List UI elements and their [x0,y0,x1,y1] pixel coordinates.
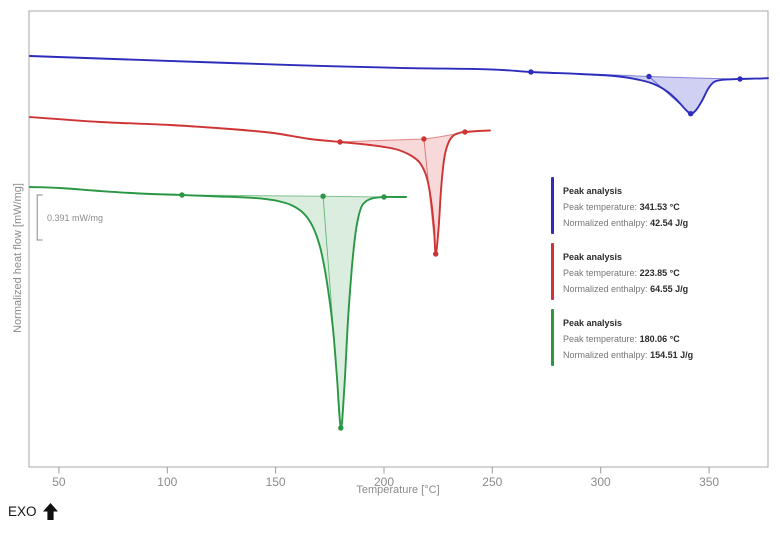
series-curve-blue [28,55,769,117]
x-tick-label: 250 [482,475,502,489]
curve-blue-marker [646,73,652,80]
x-tick-label: 100 [157,475,177,489]
curve-green-marker [320,193,326,199]
peak-enthalpy-row: Normalized enthalpy: 42.54 J/g [563,218,689,228]
curve-green-peak-area [182,195,384,429]
curve-green-line [28,186,408,429]
peak-analysis-title: Peak analysis [563,318,623,328]
scale-bar-label: 0.391 mW/mg [47,213,104,223]
x-axis-label: Temperature [°C] [356,484,440,496]
curve-red-line [28,116,491,255]
scale-bar-bracket [36,194,43,241]
peak-temperature-row: Peak temperature: 341.53 °C [563,202,680,212]
curve-blue-line [28,55,769,115]
peak-analysis-card-green: Peak analysis Peak temperature: 180.06 °… [551,309,741,366]
legend-color-bar-blue [551,177,554,234]
curve-red-marker [421,136,427,142]
peak-enthalpy-row: Normalized enthalpy: 64.55 J/g [563,284,689,294]
x-tick-label: 300 [591,475,611,489]
x-tick-label: 50 [52,475,66,489]
x-tick-label: 150 [266,475,286,489]
exo-label: EXO [8,504,37,519]
x-axis-ticks: 50 100 150 200 250 300 350 [52,467,719,489]
curve-blue-peak-area [530,72,740,114]
series-curve-red [28,116,491,257]
curve-red-marker [433,251,439,257]
curve-red-marker [462,129,468,135]
curve-green-baseline [181,194,385,198]
curve-green-marker [338,425,344,431]
legend-color-bar-red [551,243,554,300]
curve-blue-marker [528,69,534,75]
curve-green-marker [179,192,185,198]
peak-analysis-card-red: Peak analysis Peak temperature: 223.85 °… [551,243,741,300]
plot-frame [28,10,769,468]
peak-analysis-title: Peak analysis [563,252,623,262]
series-curve-green [28,186,408,431]
peak-temperature-row: Peak temperature: 180.06 °C [563,334,680,344]
curve-blue-marker [737,76,743,82]
x-tick-label: 200 [374,475,394,489]
exo-up-arrow-icon [42,503,58,520]
peak-enthalpy-row: Normalized enthalpy: 154.51 J/g [563,350,694,360]
peak-temperature-row: Peak temperature: 223.85 °C [563,268,680,278]
curve-red-marker [337,139,343,145]
x-tick-label: 350 [699,475,719,489]
peak-analysis-legend: Peak analysis Peak temperature: 341.53 °… [551,177,741,375]
peak-analysis-card-blue: Peak analysis Peak temperature: 341.53 °… [551,177,741,234]
curve-green-marker [381,194,387,200]
peak-analysis-title: Peak analysis [563,186,623,196]
exo-direction-indicator: EXO [8,503,58,520]
legend-color-bar-green [551,309,554,366]
y-axis-label: Normalized heat flow [mW/mg] [12,183,24,333]
curve-blue-marker [688,111,694,117]
